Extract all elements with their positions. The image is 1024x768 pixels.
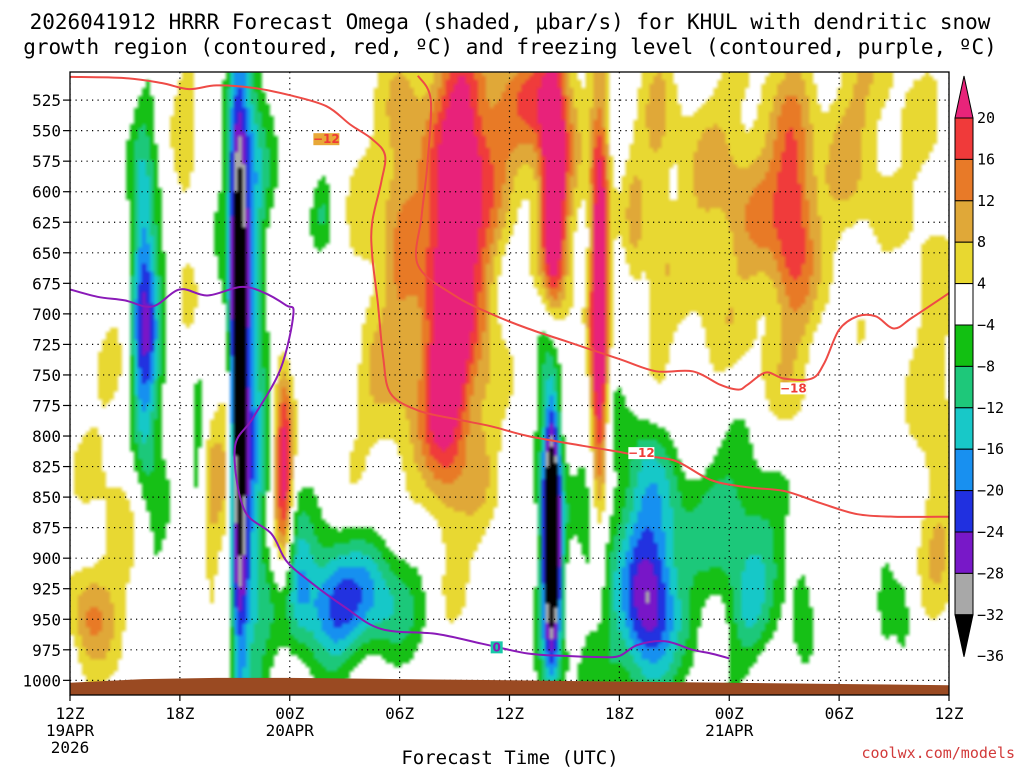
colorbar-label: 12: [977, 192, 995, 210]
colorbar-label: −8: [977, 357, 995, 375]
colorbar-swatch: [954, 283, 974, 326]
x-tick-label: 00Z: [275, 704, 304, 723]
colorbar-extension-bottom: [954, 614, 974, 657]
y-tick-label: 975: [32, 641, 61, 660]
y-tick-label: 875: [32, 519, 61, 538]
contour-label-minus12-upper: −12: [313, 132, 340, 146]
contour-label-zero: 0: [493, 640, 501, 654]
y-tick-label: 800: [32, 427, 61, 446]
freezing-level-contour: [70, 285, 730, 660]
snow-growth-contour-upper: [70, 75, 949, 518]
contour-label-minus18: −18: [780, 381, 807, 395]
y-tick-label: 750: [32, 366, 61, 385]
omega-shaded-field: [70, 72, 949, 695]
chart-title-line-2: growth region (contoured, red, ºC) and f…: [23, 35, 997, 59]
contour-label-bg: [313, 133, 340, 146]
x-tick-date: 19APR: [46, 721, 95, 740]
colorbar-swatch: [954, 117, 974, 160]
x-tick-label: 12Z: [56, 704, 85, 723]
x-axis-label: Forecast Time (UTC): [401, 747, 618, 768]
colorbar-label: 4: [977, 275, 986, 293]
contour-label-bg: [780, 382, 807, 395]
colorbar-label: −4: [977, 316, 995, 334]
x-tick-label: 06Z: [825, 704, 854, 723]
y-tick-label: 525: [32, 91, 61, 110]
y-tick-label: 625: [32, 213, 61, 232]
x-tick-label: 12Z: [495, 704, 524, 723]
x-tick-label: 00Z: [715, 704, 744, 723]
colorbar-swatch: [954, 407, 974, 450]
y-axis: 525 550 575 600 625 650 675 700 725 750 775 800 825 8…: [22, 91, 70, 690]
contour-label-bg: [628, 447, 655, 460]
y-tick-label: 600: [32, 183, 61, 202]
colorbar-swatch: [954, 324, 974, 367]
y-tick-label: 1000: [22, 671, 61, 690]
grid: [70, 72, 949, 695]
colorbar-swatch: [954, 531, 974, 574]
y-tick-label: 700: [32, 305, 61, 324]
y-tick-label: 650: [32, 244, 61, 263]
credit-text: coolwx.com/models: [861, 744, 1015, 762]
x-tick-date: 21APR: [705, 721, 754, 740]
snow-growth-contour-lower: [414, 75, 949, 391]
x-tick-label: 18Z: [605, 704, 634, 723]
contour-label-bg: [490, 641, 503, 654]
y-tick-label: 950: [32, 610, 61, 629]
colorbar-label: 20: [977, 109, 995, 127]
colorbar-swatch: [954, 490, 974, 533]
y-tick-label: 925: [32, 580, 61, 599]
colorbar-label: 16: [977, 150, 995, 168]
y-tick-label: 725: [32, 335, 61, 354]
colorbar-label: −16: [977, 440, 1004, 458]
colorbar: 20 16 12 8 4 −4 −8 −12 −16 −20 −24 −28 −32 −36: [954, 75, 1004, 665]
x-tick-label: 06Z: [385, 704, 414, 723]
y-tick-label: 825: [32, 458, 61, 477]
y-tick-label: 900: [32, 549, 61, 568]
contour-label-minus12-lower: −12: [628, 446, 655, 460]
y-tick-label: 575: [32, 152, 61, 171]
y-tick-label: 775: [32, 396, 61, 415]
terrain-ground: [70, 677, 949, 695]
colorbar-label: 8: [977, 233, 986, 251]
x-tick-date: 20APR: [266, 721, 315, 740]
colorbar-label: −12: [977, 399, 1004, 417]
colorbar-swatch: [954, 448, 974, 492]
x-tick-year: 2026: [51, 738, 90, 757]
y-tick-label: 675: [32, 274, 61, 293]
contour-labels: −12 −12 −18 0: [313, 132, 807, 654]
y-tick-label: 850: [32, 488, 61, 507]
x-tick-label: 12Z: [935, 704, 964, 723]
colorbar-swatch: [954, 572, 974, 616]
colorbar-label: −20: [977, 482, 1004, 500]
colorbar-label: −36: [977, 647, 1004, 665]
colorbar-label: −28: [977, 564, 1004, 582]
colorbar-swatch: [954, 158, 974, 202]
plot-area: −12 −12 −18 0: [70, 72, 949, 695]
contours: [70, 75, 949, 660]
x-tick-label: 18Z: [165, 704, 194, 723]
chart-title-line-1: 2026041912 HRRR Forecast Omega (shaded, …: [30, 10, 991, 34]
y-tick-label: 550: [32, 122, 61, 141]
colorbar-label: −32: [977, 606, 1004, 624]
colorbar-label: −24: [977, 523, 1004, 541]
colorbar-swatch: [954, 365, 974, 409]
colorbar-swatch: [954, 241, 974, 285]
colorbar-swatch: [954, 200, 974, 243]
colorbar-extension-top: [954, 75, 974, 119]
